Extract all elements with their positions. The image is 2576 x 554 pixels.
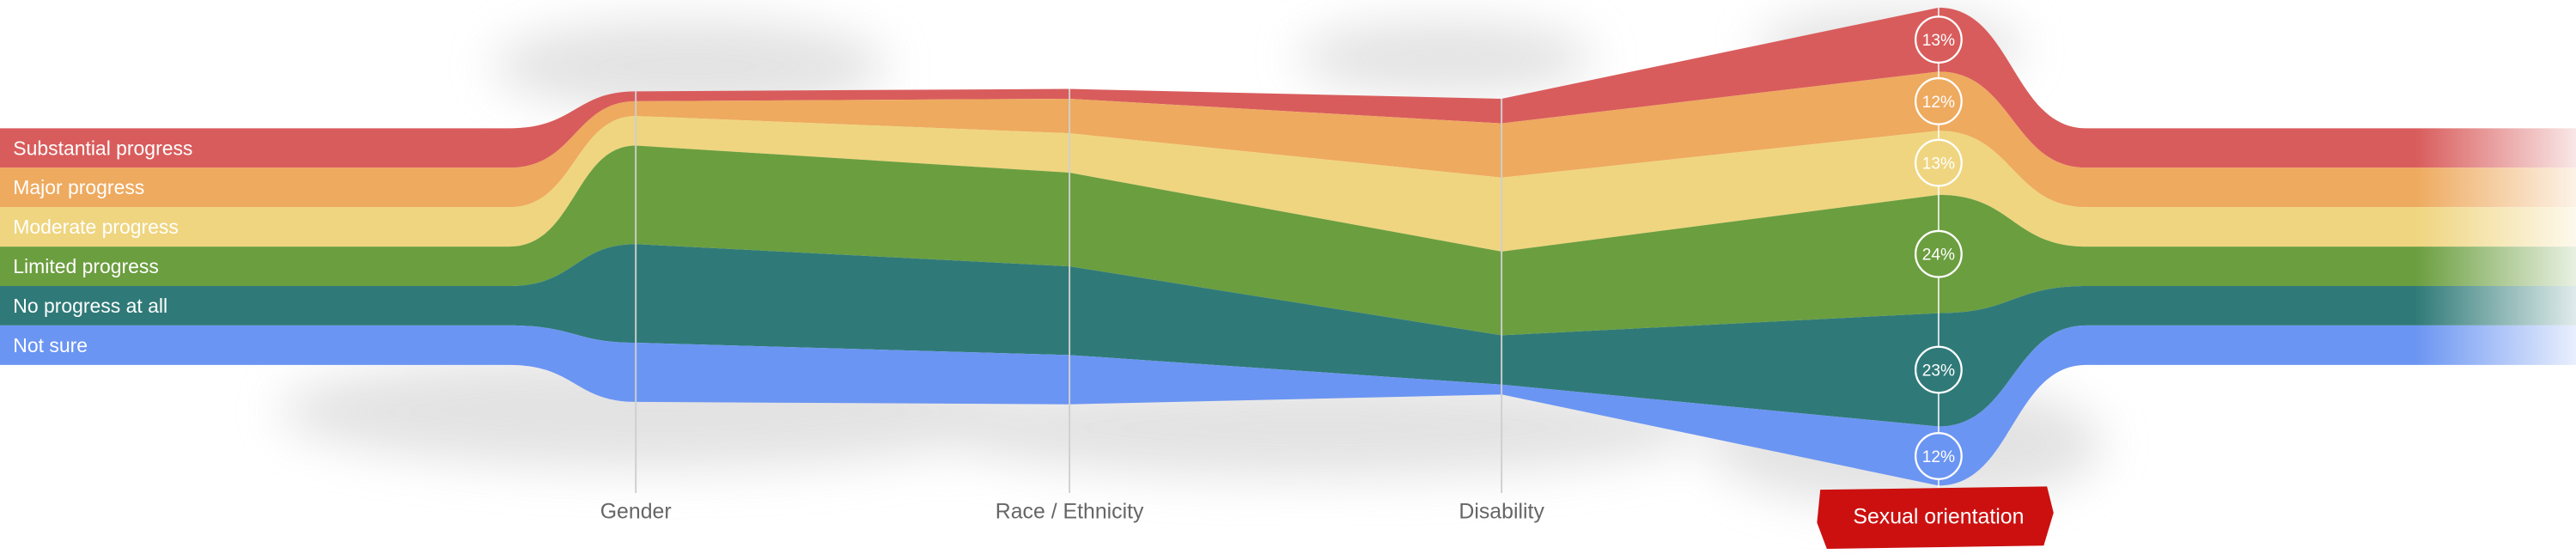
category-label: Gender — [600, 500, 672, 524]
legend-label: No progress at all — [13, 295, 167, 317]
highlight-brush — [1817, 486, 2054, 550]
legend-label: Substantial progress — [13, 137, 192, 159]
category-label: Race / Ethnicity — [996, 500, 1144, 524]
value-circle — [1914, 229, 1963, 278]
overlay: Substantial progress Major progress Modera… — [13, 7, 2054, 550]
value-circle — [1914, 432, 1963, 480]
value-circle — [1914, 138, 1963, 187]
legend-label: Major progress — [13, 176, 144, 198]
value-label: 24% — [1922, 247, 1955, 265]
value-label: 23% — [1922, 362, 1955, 380]
band — [0, 145, 2576, 336]
value-circle — [1914, 15, 1963, 64]
value-label: 12% — [1922, 448, 1955, 466]
value-label: 13% — [1922, 32, 1955, 50]
legend-label: Moderate progress — [13, 216, 179, 238]
category-label: Disability — [1459, 500, 1544, 524]
fade — [2415, 115, 2576, 379]
legend-label: Limited progress — [13, 255, 159, 277]
value-circle — [1914, 76, 1963, 125]
value-label: 13% — [1922, 155, 1955, 174]
value-circle — [1914, 345, 1963, 394]
value-label: 12% — [1922, 94, 1955, 112]
category-label: Sexual orientation — [1853, 504, 2024, 528]
legend-label: Not sure — [13, 334, 88, 356]
